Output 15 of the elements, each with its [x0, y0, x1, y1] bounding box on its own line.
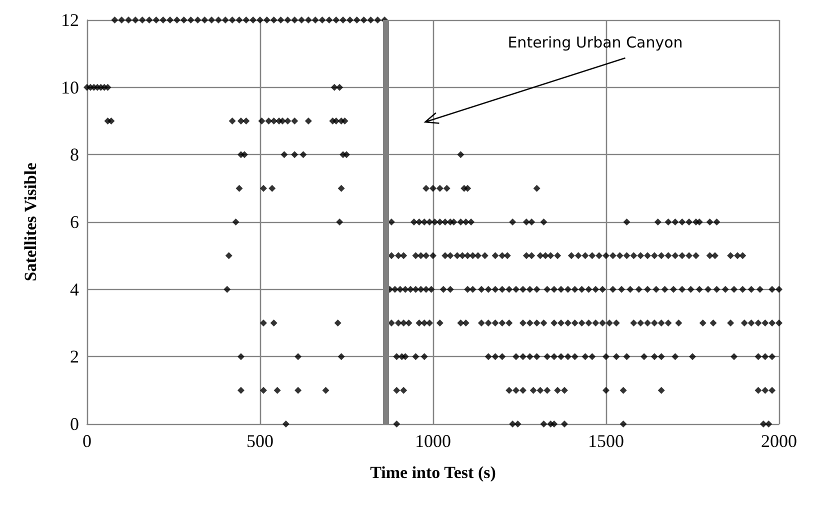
y-axis-title: Satellites Visible — [21, 162, 40, 282]
x-tick-label: 1500 — [588, 431, 624, 451]
y-tick-label: 12 — [61, 10, 79, 30]
x-tick-label: 500 — [246, 431, 274, 451]
x-tick-label: 0 — [82, 431, 92, 451]
y-tick-label: 10 — [61, 77, 79, 98]
y-tick-label: 8 — [70, 144, 79, 165]
y-tick-label: 0 — [70, 414, 79, 434]
annotation: Entering Urban Canyon — [508, 34, 683, 52]
x-axis-title: Time into Test (s) — [370, 463, 496, 482]
x-tick-label: 1000 — [415, 431, 451, 451]
y-tick-label: 6 — [70, 212, 79, 232]
y-tick-label: 2 — [70, 346, 79, 367]
x-tick-label: 2000 — [761, 431, 797, 451]
y-tick-label: 4 — [70, 279, 79, 300]
